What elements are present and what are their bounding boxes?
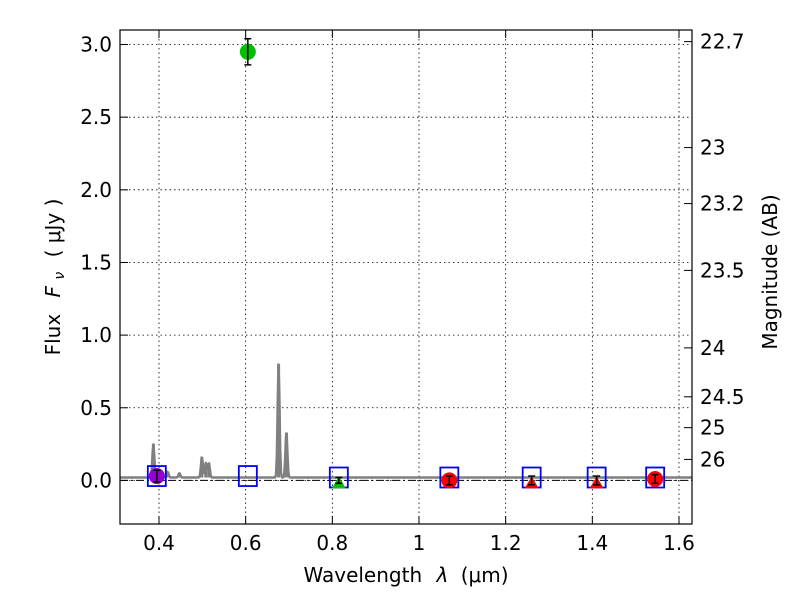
y-tick-label: 2.5	[80, 105, 112, 129]
x-axis-label: Wavelength λ (μm)	[303, 563, 508, 587]
x-tick-label: 1	[413, 531, 426, 555]
y-tick-label: 1.0	[80, 323, 112, 347]
model-photometry-point	[645, 466, 666, 489]
x-tick-label: 0.4	[143, 531, 175, 555]
y-right-tick-label: 26	[700, 447, 725, 471]
y-axis-label-symbol-sub: ν	[52, 272, 68, 280]
model-spectrum-layer	[119, 363, 693, 479]
x-tick-label: 1.2	[490, 531, 522, 555]
y-right-tick-label: 23.5	[700, 258, 745, 282]
y-axis-label: Flux F ν ( μJy )	[41, 199, 69, 356]
x-tick-label: 1.4	[576, 531, 608, 555]
x-tick-label: 0.8	[316, 531, 348, 555]
y-right-tick-label: 25	[700, 416, 725, 440]
y-tick-label: 2.0	[80, 178, 112, 202]
model-photometry-point	[146, 465, 167, 487]
x-axis-label-unit: (μm)	[461, 563, 509, 587]
x-tick-label: 0.6	[230, 531, 262, 555]
x-axis-label-symbol: λ	[436, 563, 449, 587]
y-axis-right-label: Magnitude (AB)	[758, 194, 782, 349]
y-axis-label-text: Flux	[41, 314, 65, 356]
x-axis-label-text: Wavelength	[303, 563, 422, 587]
y-tick-label: 3.0	[80, 33, 112, 57]
y-right-tick-label: 24.5	[700, 385, 745, 409]
plot-frame	[119, 29, 693, 525]
y-tick-label: 0.5	[80, 396, 112, 420]
model-spectrum-line	[119, 363, 693, 479]
model-photometry-point	[237, 465, 258, 487]
ticks: 0.4 0.6 0.8 1 1.2 1.4 1.6 0.0 0.5 1.0 1.5 2.0 2.5 3.0…	[80, 30, 744, 555]
grid	[120, 30, 692, 524]
y-axis-label-unit: ( μJy )	[41, 199, 65, 258]
x-tick-label: 1.6	[663, 531, 695, 555]
y-axis-label-symbol: F	[41, 285, 65, 297]
observed-photometry-layer	[148, 37, 664, 489]
y-right-tick-label: 23.2	[700, 192, 745, 216]
y-tick-label: 0.0	[80, 468, 112, 492]
y-right-tick-label: 22.7	[700, 30, 745, 54]
y-right-tick-label: 24	[700, 336, 725, 360]
y-right-tick-label: 23	[700, 136, 725, 160]
y-tick-label: 1.5	[80, 250, 112, 274]
